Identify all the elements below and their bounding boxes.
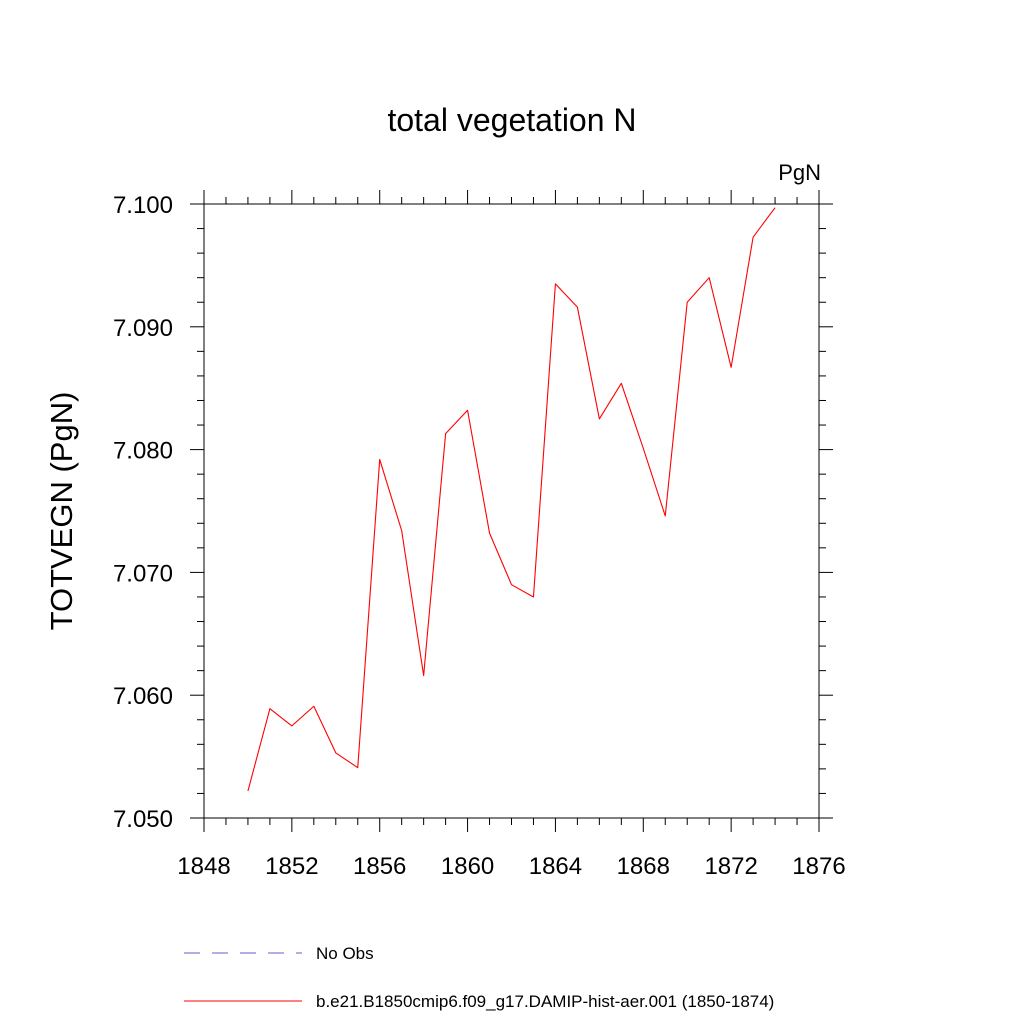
plot-frame — [203, 203, 820, 819]
x-tick-label: 1860 — [441, 853, 494, 880]
x-tick-label: 1852 — [265, 853, 318, 880]
chart-title: total vegetation N — [387, 102, 636, 138]
y-tick-label: 7.060 — [113, 683, 173, 710]
y-tick-label: 7.050 — [113, 806, 173, 833]
x-tick-label: 1876 — [792, 853, 845, 880]
x-tick-label: 1864 — [529, 853, 582, 880]
legend-label: b.e21.B1850cmip6.f09_g17.DAMIP-hist-aer.… — [316, 992, 774, 1011]
x-tick-label: 1856 — [353, 853, 406, 880]
y-tick-label: 7.070 — [113, 560, 173, 587]
x-tick-label: 1868 — [617, 853, 670, 880]
series-layer — [247, 207, 776, 792]
axis-ticks: 1848 1852 1856 1860 1864 1868 1872 1876 7.050 7.0… — [113, 190, 846, 880]
legend-label: No Obs — [316, 944, 374, 963]
legend: No Obs b.e21.B1850cmip6.f09_g17.DAMIP-his… — [184, 944, 774, 1011]
series-line — [247, 207, 776, 792]
y-axis-label: TOTVEGN (PgN) — [44, 392, 79, 631]
units-label: PgN — [778, 160, 821, 185]
x-tick-label: 1848 — [177, 853, 230, 880]
x-tick-label: 1872 — [704, 853, 757, 880]
y-tick-label: 7.080 — [113, 438, 173, 465]
y-tick-label: 7.100 — [113, 192, 173, 219]
y-tick-label: 7.090 — [113, 315, 173, 342]
